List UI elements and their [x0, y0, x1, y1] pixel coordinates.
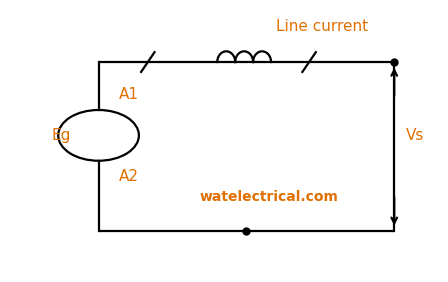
Text: A1: A1: [119, 87, 139, 102]
Text: Eg: Eg: [52, 128, 71, 143]
Text: watelectrical.com: watelectrical.com: [199, 190, 338, 204]
Text: Vs: Vs: [405, 128, 424, 143]
Text: A2: A2: [119, 169, 139, 184]
Text: Line current: Line current: [276, 19, 369, 34]
